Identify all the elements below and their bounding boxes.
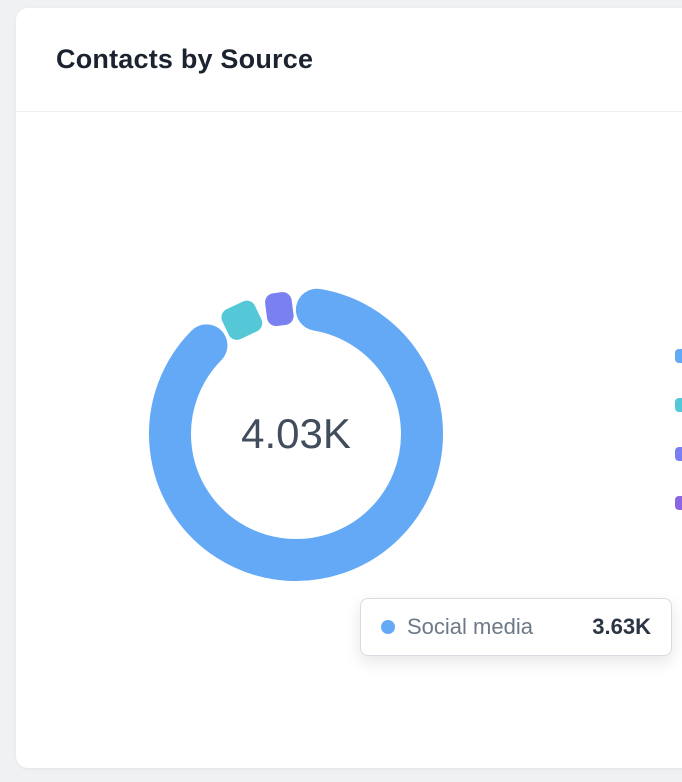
card-title: Contacts by Source — [56, 44, 314, 74]
card-header: Contacts by Source — [16, 8, 682, 112]
donut-chart: 4.03K — [146, 284, 446, 584]
donut-segment-0[interactable] — [149, 288, 443, 581]
tooltip-series-value: 3.63K — [592, 614, 651, 639]
contacts-by-source-card: Contacts by Source 4.03K Social media 3.… — [16, 8, 682, 768]
legend-marker-1[interactable] — [675, 398, 682, 412]
tooltip-series-label: Social media — [407, 614, 533, 639]
legend-marker-3[interactable] — [675, 496, 682, 510]
legend-marker-0[interactable] — [675, 349, 682, 363]
chart-tooltip: Social media 3.63K — [360, 598, 672, 656]
tooltip-marker — [381, 620, 395, 634]
donut-svg — [149, 288, 443, 581]
donut-segment-1[interactable] — [218, 298, 265, 343]
legend — [675, 349, 682, 510]
donut-segment-2[interactable] — [264, 291, 295, 327]
legend-marker-2[interactable] — [675, 447, 682, 461]
